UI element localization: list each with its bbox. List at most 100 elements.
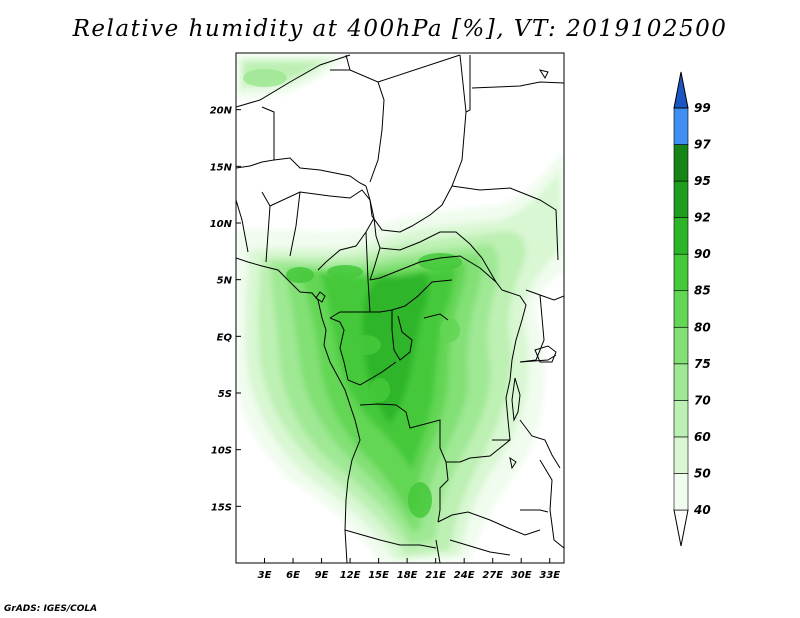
- colorbar-box: [673, 473, 689, 511]
- colorbar-box: [673, 290, 689, 328]
- lake-shore: [509, 456, 517, 470]
- lon-tick-label: 9E: [315, 570, 329, 581]
- colorbar-box: [673, 363, 689, 401]
- border: [236, 199, 249, 253]
- humidity-cell: [349, 335, 381, 355]
- colorbar-label: 95: [694, 174, 711, 188]
- border: [370, 279, 453, 313]
- map-title: Relative humidity at 400hPa [%], VT: 201…: [72, 16, 728, 42]
- border: [365, 54, 467, 233]
- lon-tick-label: 3E: [258, 570, 272, 581]
- colorbar-label: 92: [694, 211, 711, 225]
- colorbar-box: [673, 217, 689, 255]
- lon-tick-label: 6E: [286, 570, 300, 581]
- border: [539, 459, 564, 549]
- border: [449, 539, 511, 556]
- island: [538, 69, 549, 80]
- border: [261, 191, 271, 263]
- colorbar-box: [673, 436, 689, 474]
- colorbar-label: 97: [694, 138, 711, 152]
- lat-tick-label: 5S: [218, 389, 232, 400]
- lat-tick-label: 15N: [210, 162, 233, 173]
- border: [520, 509, 549, 513]
- border: [377, 54, 461, 83]
- latitude-axis: 20N 15N 10N 5N EQ 5S 10S 15S: [210, 106, 241, 513]
- lat-tick-label: 10N: [210, 219, 233, 230]
- colorbar-label: 75: [694, 357, 711, 371]
- humidity-cell: [327, 265, 363, 279]
- border: [359, 403, 460, 463]
- country-boundaries: [236, 54, 564, 563]
- humidity-field: [236, 55, 564, 563]
- border: [492, 289, 527, 441]
- colorbar: 40 50 60 70 75 80 85 90 92 95 97 99: [673, 71, 711, 547]
- border: [379, 231, 497, 283]
- border: [437, 511, 541, 536]
- lat-tick-label: EQ: [217, 332, 233, 343]
- border: [289, 191, 301, 257]
- colorbar-bottom-extend: [673, 509, 689, 547]
- map-frame: [235, 52, 565, 564]
- colorbar-box: [673, 400, 689, 438]
- border: [391, 310, 413, 361]
- lat-tick-label: 10S: [211, 446, 232, 457]
- lake-shore: [511, 377, 521, 422]
- colorbar-top-extend: [673, 71, 689, 109]
- lon-tick-label: 12E: [340, 570, 361, 581]
- colorbar-box: [673, 144, 689, 182]
- humidity-cell: [243, 69, 287, 87]
- border: [236, 106, 275, 169]
- border: [459, 439, 511, 463]
- colorbar-label: 90: [694, 247, 711, 261]
- lon-tick-label: 33E: [539, 570, 560, 581]
- lat-tick-label: 20N: [210, 106, 233, 117]
- border: [345, 54, 351, 71]
- colorbar-label: 99: [694, 101, 711, 115]
- lat-tick-label: 5N: [217, 276, 233, 287]
- coastline: [236, 257, 361, 563]
- lake-shore: [534, 345, 557, 363]
- lon-tick-label: 24E: [454, 570, 475, 581]
- humidity-cell: [370, 378, 390, 402]
- border: [451, 185, 559, 261]
- lon-tick-label: 30E: [511, 570, 532, 581]
- grads-credit: GrADS: IGES/COLA: [4, 604, 98, 614]
- colorbar-box: [673, 180, 689, 218]
- lake-shore: [519, 419, 561, 469]
- humidity-cell: [418, 253, 462, 271]
- humidity-cell: [408, 482, 432, 518]
- border: [344, 529, 437, 549]
- humidity-cell: [440, 318, 460, 342]
- colorbar-label: 60: [694, 430, 711, 444]
- colorbar-label: 40: [693, 503, 711, 517]
- border: [329, 317, 349, 381]
- lon-tick-label: 18E: [397, 570, 418, 581]
- colorbar-label: 70: [694, 393, 711, 407]
- border: [236, 54, 351, 108]
- border: [435, 539, 441, 563]
- lake-shore: [423, 313, 449, 321]
- colorbar-box: [673, 107, 689, 145]
- island: [315, 291, 326, 303]
- humidity-cell: [286, 267, 314, 283]
- colorbar-box: [673, 326, 689, 365]
- lon-tick-label: 21E: [425, 570, 446, 581]
- colorbar-label: 85: [694, 284, 711, 298]
- colorbar-label: 50: [694, 466, 711, 480]
- border: [471, 81, 564, 89]
- border: [465, 55, 471, 113]
- border: [330, 69, 385, 183]
- lat-tick-label: 15S: [211, 502, 232, 513]
- border: [269, 189, 375, 271]
- border: [437, 461, 449, 523]
- colorbar-box: [673, 253, 689, 292]
- border: [273, 157, 367, 187]
- lon-tick-label: 27E: [482, 570, 503, 581]
- border: [369, 255, 503, 291]
- lake-shore: [519, 354, 557, 363]
- border: [525, 289, 564, 301]
- longitude-axis: 3E 6E 9E 12E 15E 18E 21E 24E 27E 30E 33E: [258, 558, 560, 581]
- border: [347, 361, 397, 386]
- colorbar-label: 80: [694, 320, 711, 334]
